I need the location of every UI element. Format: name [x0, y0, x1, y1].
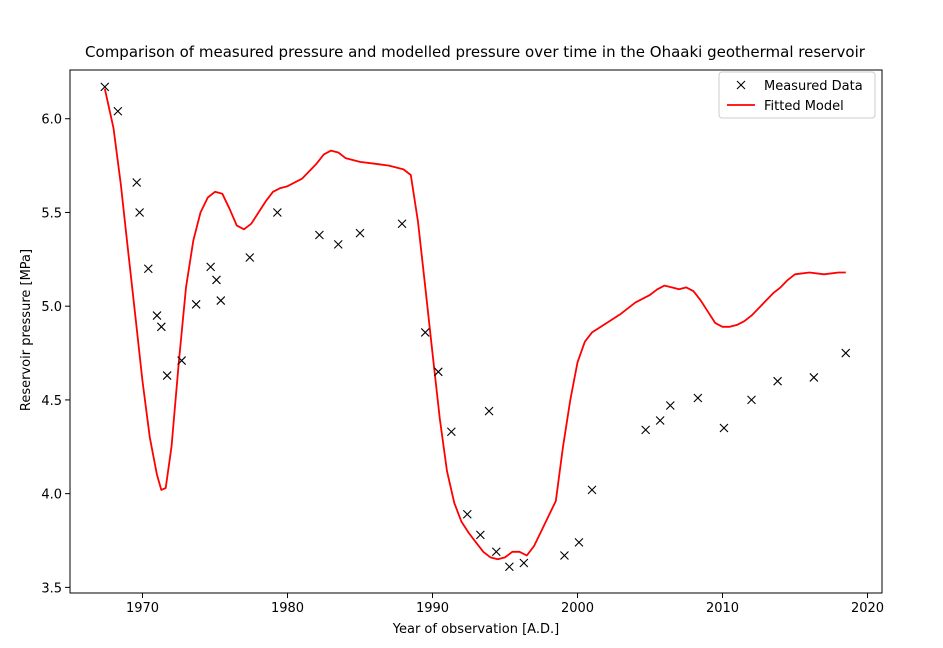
measured-data-point: [156, 322, 166, 332]
measured-data-point: [719, 423, 729, 433]
measured-data-point: [693, 393, 703, 403]
measured-data-point: [315, 230, 324, 240]
measured-data-point: [206, 262, 216, 272]
measured-data-point: [773, 376, 782, 386]
measured-data-point: [491, 547, 501, 557]
measured-data-point: [113, 106, 123, 116]
y-tick-label: 4.5: [41, 394, 62, 409]
plot-frame: [69, 69, 883, 594]
measured-data-point: [462, 509, 472, 519]
measured-data-point: [333, 239, 343, 249]
measured-data-point: [519, 558, 529, 568]
y-axis-label: Reservoir pressure [MPa]: [19, 249, 34, 411]
measured-data-point: [574, 537, 584, 547]
measured-data-point: [420, 328, 430, 337]
measured-data-point: [484, 406, 494, 416]
x-axis-label: Year of observation [A.D.]: [392, 622, 559, 637]
measured-data-point: [191, 299, 201, 309]
x-tick-label: 2010: [706, 601, 739, 616]
x-tick-label: 1970: [126, 601, 159, 616]
measured-data-point: [504, 562, 514, 572]
legend-marker-measured: [736, 80, 746, 90]
measured-data-point: [641, 425, 651, 435]
measured-data-point: [245, 253, 255, 262]
measured-data-point: [162, 371, 172, 380]
x-tick-label: 2020: [851, 601, 884, 616]
x-tick-label: 1990: [416, 601, 449, 616]
x-tick-label: 1980: [271, 601, 304, 616]
measured-data-point: [152, 311, 162, 320]
measured-data-point: [397, 219, 407, 229]
legend: Measured Data Fitted Model: [718, 71, 876, 119]
measured-data-point: [475, 530, 485, 540]
measured-data-point: [143, 264, 153, 274]
measured-data-point: [272, 208, 282, 217]
x-tick-label: 2000: [561, 601, 594, 616]
plot-area: 1970 1980 1990 2000 2010 2020 3.5 4.0 4.5 5.0 5.5 6…: [41, 69, 884, 616]
measured-data-point: [212, 275, 221, 285]
y-tick-label: 4.0: [41, 488, 62, 503]
y-tick-label: 5.0: [41, 300, 62, 315]
y-tick-label: 5.5: [41, 206, 62, 221]
measured-data-point: [446, 427, 456, 437]
measured-data-point: [433, 367, 443, 377]
chart-title: Comparison of measured pressure and mode…: [85, 43, 866, 61]
measured-data-point: [587, 485, 597, 495]
y-tick-label: 6.0: [41, 113, 62, 128]
legend-label-measured: Measured Data: [764, 79, 863, 94]
measured-data-point: [355, 228, 365, 238]
measured-data-point: [132, 178, 142, 187]
measured-data-point: [216, 296, 226, 305]
legend-box: [718, 71, 876, 119]
legend-label-model: Fitted Model: [764, 99, 844, 114]
measured-data-point: [655, 416, 665, 425]
measured-data-point: [665, 401, 675, 410]
measured-data-point: [841, 348, 851, 358]
measured-data-point: [100, 82, 110, 92]
measured-data-point: [177, 356, 187, 365]
measured-data-point: [747, 395, 756, 405]
measured-data-point: [560, 551, 569, 560]
measured-data-point: [135, 208, 144, 217]
measured-data-point: [809, 373, 819, 382]
y-tick-label: 3.5: [41, 581, 62, 596]
fitted-model-line: [103, 88, 846, 561]
